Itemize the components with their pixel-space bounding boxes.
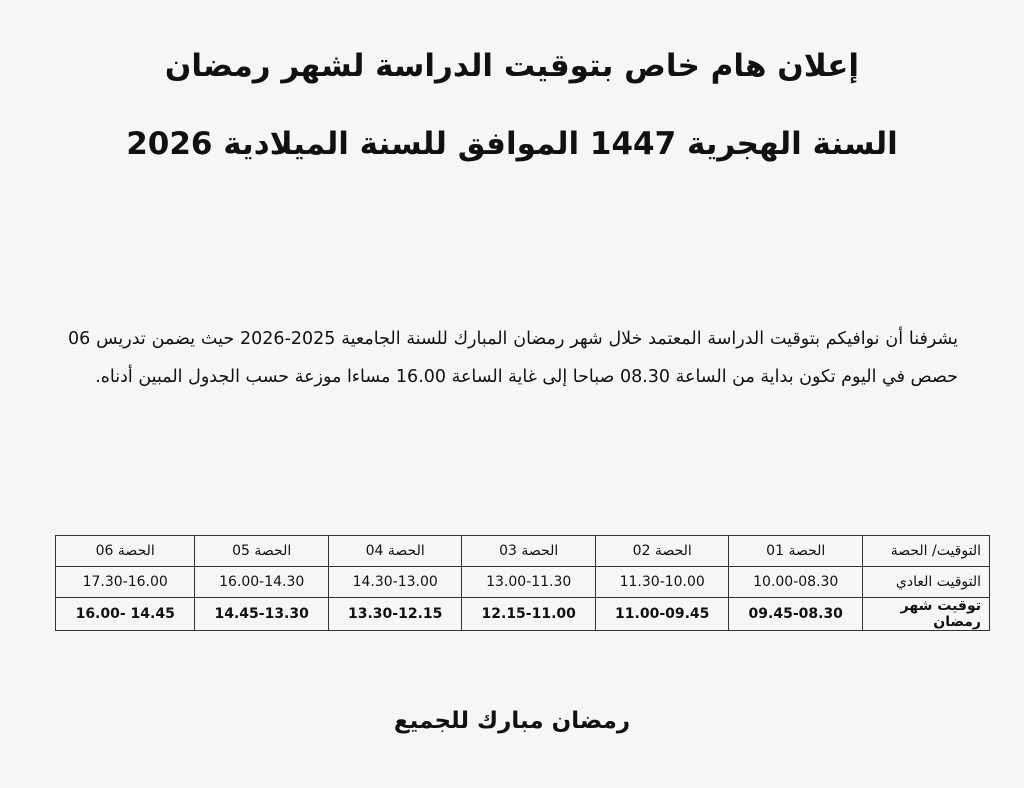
table-cell: 14.30-13.00 — [327, 566, 463, 598]
column-header: الحصة 06 — [54, 535, 196, 567]
column-header: الحصة 05 — [194, 535, 329, 567]
table-cell: 11.00-09.45 — [594, 597, 730, 631]
schedule-table: التوقيت/ الحصة الحصة 01 الحصة 02 الحصة 0… — [54, 535, 990, 631]
announcement-subtitle: السنة الهجرية 1447 الموافق للسنة الميلاد… — [126, 126, 898, 162]
table-cell: 09.45-08.30 — [728, 597, 863, 631]
announcement-body: يشرفنا أن نوافيكم بتوقيت الدراسة المعتمد… — [68, 329, 958, 387]
table-cell: 16.00- 14.45 — [54, 597, 196, 631]
announcement-title: إعلان هام خاص بتوقيت الدراسة لشهر رمضان — [164, 48, 860, 84]
table-cell: 14.45-13.30 — [194, 597, 329, 631]
table-cell: 13.00-11.30 — [461, 566, 596, 598]
table-cell: 12.15-11.00 — [461, 597, 596, 631]
table-cell: 11.30-10.00 — [594, 566, 730, 598]
column-header: الحصة 01 — [728, 535, 863, 567]
row-label: التوقيت العادي — [862, 566, 990, 598]
closing-greeting: رمضان مبارك للجميع — [393, 708, 631, 734]
table-cell: 13.30-12.15 — [327, 597, 463, 631]
column-header: الحصة 03 — [461, 535, 596, 567]
table-cell: 10.00-08.30 — [728, 566, 863, 598]
table-header-row: التوقيت/ الحصة الحصة 01 الحصة 02 الحصة 0… — [54, 535, 990, 567]
column-header: التوقيت/ الحصة — [862, 535, 990, 567]
row-label: توقيت شهر رمضان — [862, 597, 990, 631]
table-cell: 16.00-14.30 — [194, 566, 329, 598]
column-header: الحصة 02 — [594, 535, 730, 567]
column-header: الحصة 04 — [327, 535, 463, 567]
table-row: التوقيت العادي 10.00-08.30 11.30-10.00 1… — [54, 566, 990, 598]
table-cell: 17.30-16.00 — [54, 566, 196, 598]
table-row: توقيت شهر رمضان 09.45-08.30 11.00-09.45 … — [54, 597, 990, 631]
